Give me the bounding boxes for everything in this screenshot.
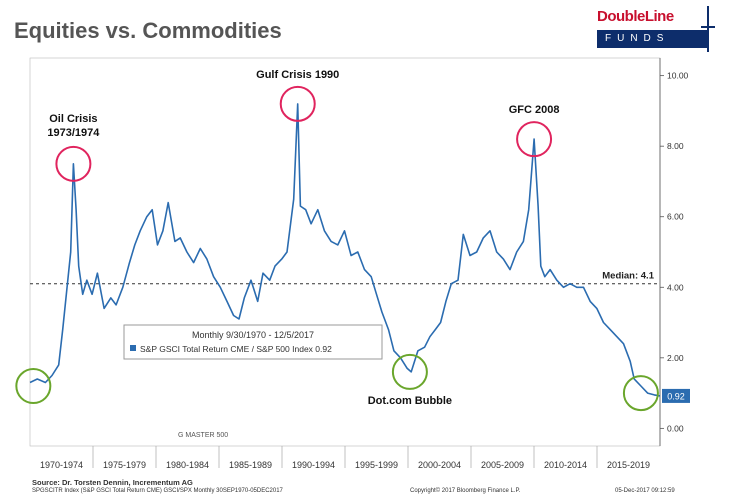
logo-cross-icon [701,6,715,52]
x-tick-label: 2000-2004 [418,460,461,470]
logo-funds-bar: FUNDS [597,30,707,48]
legend-swatch [130,345,136,351]
annotation-label: Oil Crisis [49,113,97,125]
watermark-text: G MASTER 500 [178,432,228,439]
x-tick-label: 1975-1979 [103,460,146,470]
peak-circle [55,145,92,182]
annotation-label: Dot.com Bubble [368,395,452,407]
legend-period: Monthly 9/30/1970 - 12/5/2017 [192,330,314,340]
legend-series-label: S&P GSCI Total Return CME / S&P 500 Inde… [140,344,332,354]
series-group: 0.92 [29,103,690,403]
footer-copyright: Copyright© 2017 Bloomberg Finance L.P. [410,488,521,494]
trough-circle [622,375,659,412]
x-tick-label: 1980-1984 [166,460,209,470]
y-tick-label: 6.00 [667,212,684,222]
footer-source: Source: Dr. Torsten Dennin, Incrementum … [32,478,193,487]
peak-circle [516,121,553,158]
y-tick-label: 10.00 [667,71,689,81]
footer-timestamp: 05-Dec-2017 09:12:59 [615,488,675,494]
x-tick-label: 1995-1999 [355,460,398,470]
annotation-sublabel: 1973/1974 [47,127,100,139]
annotation-label: Gulf Crisis 1990 [256,69,339,81]
y-tick-label: 8.00 [667,141,684,151]
series-line [29,103,661,397]
peak-circle [279,85,316,122]
x-tick-label: 2005-2009 [481,460,524,470]
trough-circle [391,353,428,390]
page-title: Equities vs. Commodities [14,18,282,43]
annotation-group: Oil Crisis 1973/1974 Gulf Crisis 1990 GFC 2… [15,69,659,412]
x-tick-label: 2015-2019 [607,460,650,470]
legend-box [123,324,383,360]
logo-wordmark: DoubleLine [597,8,674,25]
annotation-label: GFC 2008 [509,104,560,116]
legend: Monthly 9/30/1970 - 12/5/2017 S&P GSCI To… [123,324,383,360]
y-axis: 0.00 2.00 4.00 6.00 8.00 10.00 [660,71,689,433]
y-tick-label: 4.00 [667,282,684,292]
median-label: Median: 4.1 [602,271,654,282]
plot-border [29,57,661,447]
plot-frame [29,57,661,447]
x-tick-label: 1985-1989 [229,460,272,470]
footer-ticker: SPGSCITR Index (S&P GSCI Total Return CM… [32,488,283,494]
median-group: Median: 4.1 [30,271,660,285]
last-value-box [662,388,690,403]
y-tick-label: 0.00 [667,423,684,433]
x-tick-label: 1970-1974 [40,460,83,470]
doubleline-logo: DoubleLine FUNDS [597,6,715,52]
x-axis: 1970-1974 1975-1979 1980-1984 1985-1989 1990… [40,446,650,470]
last-value-label: 0.92 [667,391,685,401]
trough-circle [15,368,52,405]
x-tick-label: 2010-2014 [544,460,587,470]
x-tick-label: 1990-1994 [292,460,335,470]
y-tick-label: 2.00 [667,353,684,363]
